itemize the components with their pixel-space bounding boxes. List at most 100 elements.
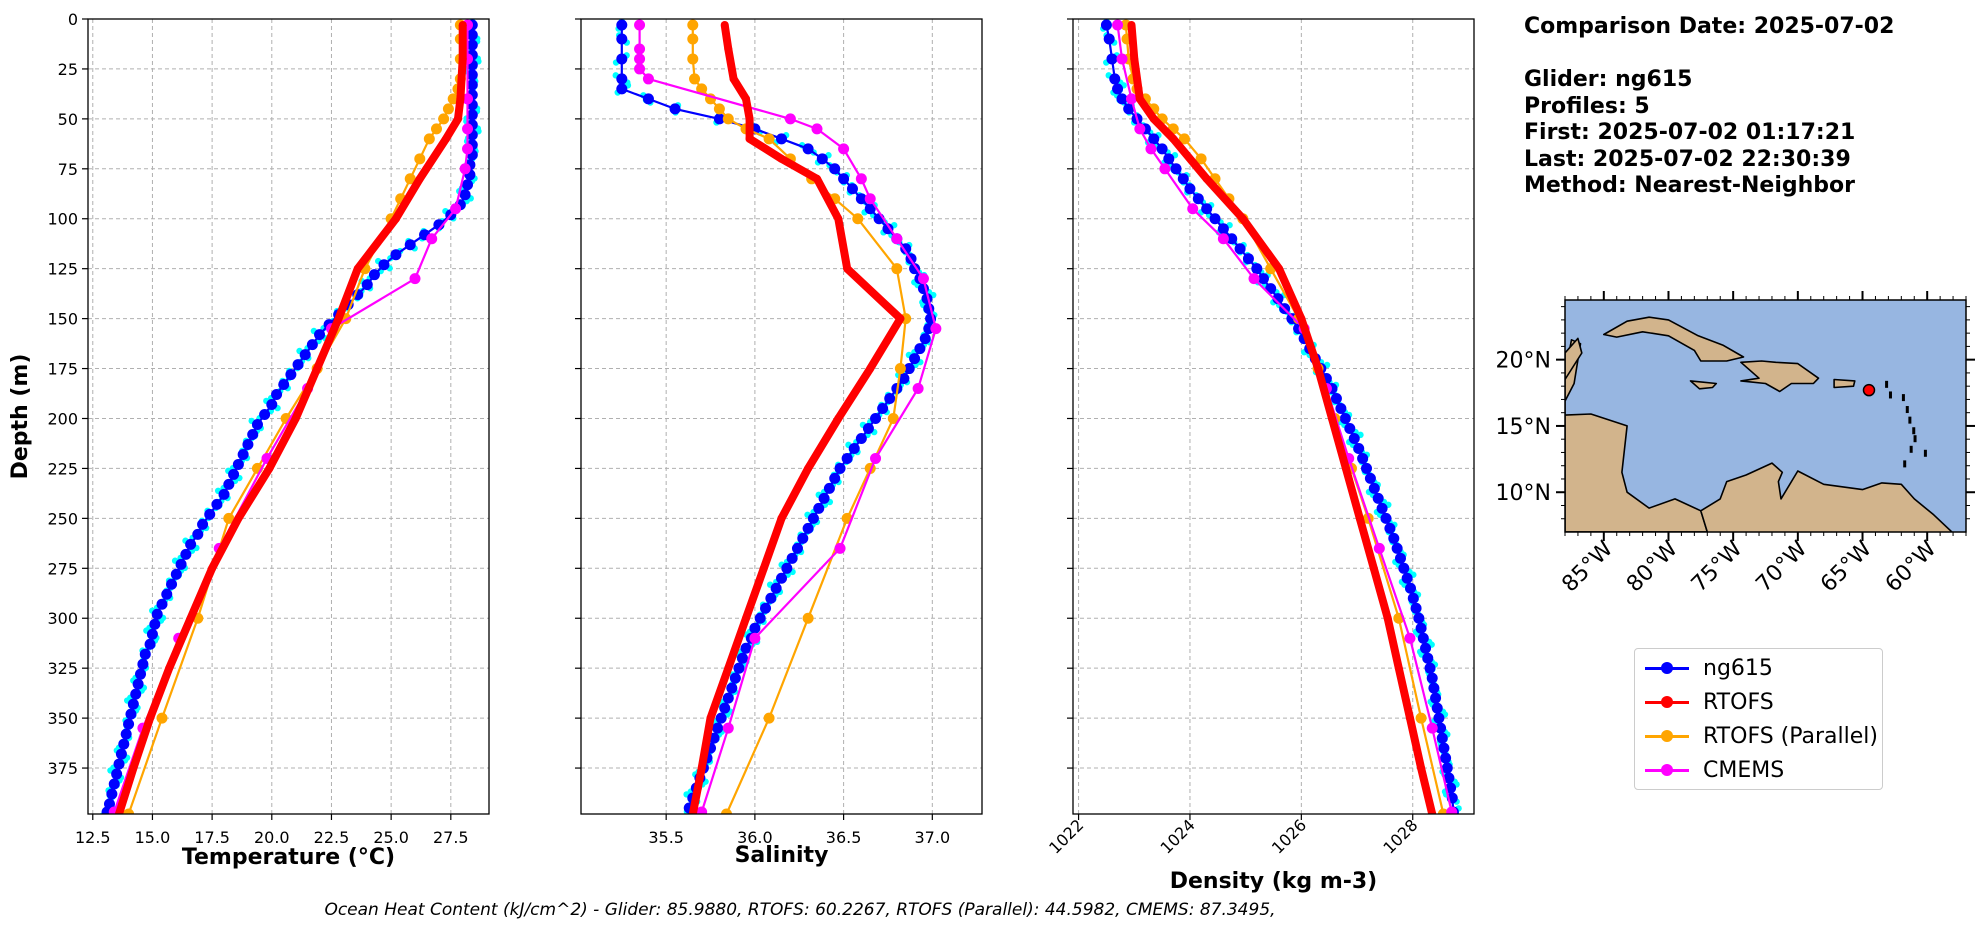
map-lat-label: 15°N [1496,415,1551,440]
axes-frame [580,18,983,815]
y-tick-label: 100 [47,210,78,229]
series-point-ng615 [776,133,787,145]
series-point-ng615 [1123,103,1135,115]
legend-label: RTOFS [1703,689,1774,715]
series-point-ng615 [466,39,478,51]
series-point-ng615 [197,518,209,530]
legend-swatch-rtofs-parallel [1645,721,1689,751]
series-point-ng615 [781,562,793,574]
series-point-ng615 [1361,462,1373,474]
series-point-rtofs [759,564,768,573]
series-point-ng615 [903,363,915,375]
series-point-cmems [784,113,796,125]
series-point-ng615 [1209,213,1221,225]
series-point-ng615 [1431,702,1443,714]
series-point-ng615 [299,349,311,361]
series-point-rtofs [896,314,905,323]
series-point-ng615 [760,602,772,614]
series-point-ng615 [232,458,244,470]
legend-item-ng615: ng615 [1645,653,1773,683]
series-point-ng615 [180,548,192,560]
y-tick-label: 50 [58,110,78,129]
series-point-rtofs-parallel- [156,712,168,724]
series-point-ng615 [1344,422,1356,434]
series-point-ng615 [900,243,912,255]
x-tick-label: 22.5 [314,828,350,847]
x-tick-label: 35.5 [648,828,684,847]
series-point-ng615 [765,592,777,604]
series-point-ng615 [1430,692,1442,704]
series-point-ng615 [669,103,681,115]
series-point-rtofs [1297,314,1306,323]
x-axis-label: Density (kg m-3) [1170,869,1378,894]
series-point-ng615 [390,249,402,261]
series-point-rtofs [1417,764,1426,773]
series-point-rtofs [697,764,706,773]
series-line-rtofs [1127,24,1437,814]
x-tick-label: 1028 [1379,815,1421,857]
series-point-cmems [1187,203,1199,215]
plot-area [99,19,482,814]
series-point-cmems [870,452,882,464]
series-point-ng615 [616,73,628,85]
series-point-ng615 [1388,532,1400,544]
series-point-cmems [1145,143,1157,155]
legend-label: RTOFS (Parallel) [1703,723,1878,749]
series-point-rtofs [334,314,343,323]
series-point-rtofs [1341,464,1350,473]
x-tick-label: 36.0 [737,828,773,847]
series-point-ng615 [1272,293,1284,305]
series-point-ng615 [151,608,163,620]
series-point-rtofs-parallel- [1415,712,1427,724]
series-point-ng615 [1440,752,1452,764]
series-point-rtofs [1405,714,1414,723]
series-point-ng615 [156,598,168,610]
legend-item-cmems: CMEMS [1645,755,1784,785]
series-point-ng615 [1103,33,1115,45]
series-point-ng615 [1407,592,1419,604]
panel-temperature: 0 25 50 75 100 125 150 175 200 225 250 275 300 325 350… [47,10,490,870]
series-point-ng615 [1257,273,1269,285]
series-point-ng615 [192,528,204,540]
series-point-ng615 [259,409,271,421]
series-point-ng615 [1192,193,1204,205]
series-point-ng615 [223,478,235,490]
interpolation-method: Method: Nearest-Neighbor [1524,173,1855,198]
series-point-rtofs [720,20,729,29]
series-point-rtofs-parallel- [1178,133,1190,145]
y-tick-label: 275 [47,559,78,578]
series-point-ng615 [807,512,819,524]
series-point-rtofs [729,74,738,83]
series-point-ng615 [247,428,259,440]
series-point-cmems [1112,19,1124,31]
series-point-ng615 [113,758,125,770]
x-tick-label: 12.5 [75,828,111,847]
series-point-ng615 [786,552,798,564]
map-lat-label: 20°N [1496,349,1551,374]
series-point-ng615 [870,412,882,424]
series-point-rtofs [1135,94,1144,103]
map-lon-label: 85°W [1557,536,1618,597]
series-point-rtofs [165,664,174,673]
series-point-ng615 [719,702,731,714]
y-tick-label: 25 [58,60,78,79]
series-point-ng615 [130,688,142,700]
series-point-rtofs-parallel- [447,93,459,105]
series-point-ng615 [1226,233,1238,245]
series-point-ng615 [166,578,178,590]
series-point-ng615 [733,662,745,674]
legend-label: CMEMS [1703,757,1785,783]
series-point-ng615 [175,558,187,570]
series-point-rtofs-parallel- [430,123,442,135]
series-point-ng615 [378,259,390,271]
series-point-ng615 [838,173,850,185]
series-point-rtofs-parallel- [891,263,903,275]
series-point-rtofs-parallel- [687,53,699,65]
island [1901,394,1905,402]
series-point-ng615 [266,399,278,411]
series-point-rtofs [313,364,322,373]
series-point-rtofs [688,810,697,814]
series-line-cmems [1116,24,1453,813]
series-point-rtofs [1369,564,1378,573]
series-point-ng615 [115,748,127,760]
